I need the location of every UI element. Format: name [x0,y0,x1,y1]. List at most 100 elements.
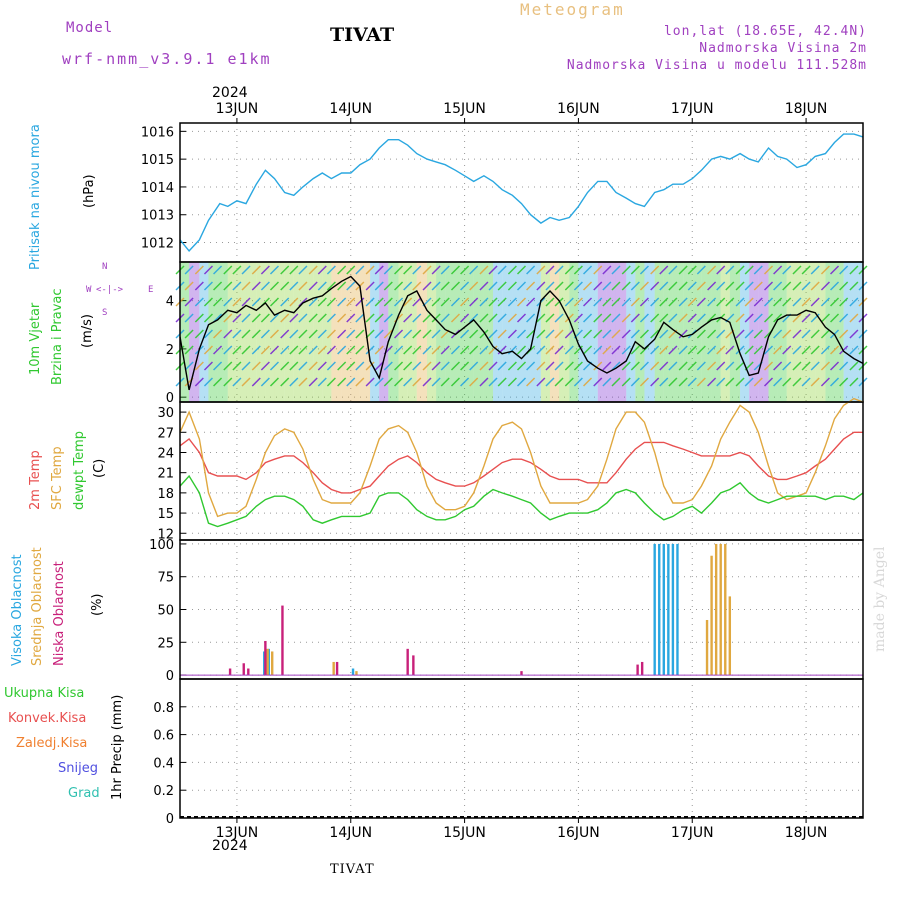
wind-barb [582,281,593,291]
wind-band [587,262,598,402]
wind-barb [545,313,555,323]
wind-barb [223,361,233,371]
wind-barb [289,265,299,275]
wind-barb [260,313,270,323]
wind-barb [460,281,470,291]
wind-barb [611,313,621,323]
wind-barb [337,345,347,355]
wind-barb [830,345,840,355]
wind-barb [696,313,706,323]
wind-barb [725,281,735,291]
wind-barb [507,345,517,355]
wind-barb [403,329,413,339]
wind-barb [801,345,811,355]
ytick-label: 0 [166,812,174,827]
wind-barb [241,329,251,339]
wind-barb [564,361,574,371]
wind-barb [213,297,223,307]
wind-barb [735,329,745,339]
wind-barb [545,377,555,387]
ytick-label: 25 [157,636,174,651]
wind-band [236,262,247,402]
product-title: Meteogram [520,0,625,19]
wind-barb [707,281,717,291]
wind-barb [232,313,242,323]
wind-barb [326,281,336,291]
wind-barb [753,377,763,387]
wind-band [502,262,513,402]
wind-barb [326,377,336,387]
wind-barb [545,329,555,339]
wind-barb [431,297,441,307]
wind-band [427,262,437,402]
wind-barb [744,265,754,275]
wind-band [274,262,285,402]
wind-barb [536,345,546,355]
wind-barb [460,297,470,307]
wind-barb [289,377,299,387]
wind-barb [839,281,849,291]
wind-barb [251,265,261,275]
wind-barb [573,281,583,291]
wind-barb [810,265,820,275]
wind-band [180,262,190,402]
wind-barb [203,377,213,387]
wind-barb [232,345,242,355]
cloud-bar-0 [351,668,355,676]
wind-band [796,262,807,402]
wind-barb [269,281,280,291]
wind-barb [479,345,489,355]
wind-barb [346,313,356,323]
wind-barb [593,345,603,355]
ytick-label: 0.6 [153,729,174,744]
wind-barb [621,265,631,275]
wind-barb [744,377,754,387]
wind-barb [801,265,811,275]
wind-barb [773,281,783,291]
wind-barb [707,377,717,387]
wind-barb [326,345,336,355]
wind-barb [639,345,649,355]
wind-barb [450,313,461,323]
wind-barb [450,345,461,355]
wind-barb [545,265,555,275]
date-label-bottom: 17JUN [671,825,714,841]
wind-band [692,262,702,402]
wind-barb [849,377,859,387]
wind-barb [184,313,194,323]
wind-barb [383,281,393,291]
wind-barb [716,377,726,387]
wind-barb [526,313,536,323]
wind-barb [488,265,498,275]
wind-barb [289,313,299,323]
wind-barb [251,345,261,355]
wind-barb [545,345,555,355]
wind-barb [516,345,527,355]
compass-e: E [148,285,154,295]
wind-barb [716,361,726,371]
wind-barb [839,297,849,307]
wind-barb [801,297,811,307]
wind-band [606,262,616,402]
wind-barb [383,377,393,387]
wind-barb [621,345,631,355]
wind-barb [194,329,204,339]
wind-band [493,262,503,402]
wind-barb [621,329,631,339]
wind-barb [251,281,261,291]
wind-barb [621,313,631,323]
wind-band [635,262,645,402]
wind-barb [773,313,783,323]
wind-barb [801,329,811,339]
wind-band [217,262,228,402]
wind-barb [573,297,583,307]
wind-band [483,262,494,402]
wind-barb [650,377,660,387]
wind-barb [820,281,830,291]
wind-barb [707,297,717,307]
wind-barb [260,281,270,291]
wind-barb [326,329,336,339]
wind-barb [431,377,441,387]
temperature-frame [179,401,864,541]
wind-barb [554,265,564,275]
